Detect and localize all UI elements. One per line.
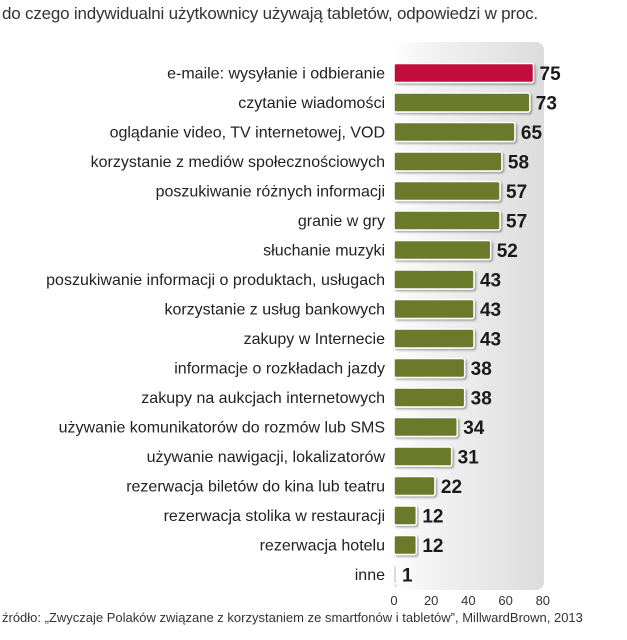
bar: [393, 446, 453, 467]
bar: [393, 121, 516, 143]
value-label: 65: [521, 123, 543, 144]
category-label: granie w gry: [298, 213, 385, 230]
value-label: 38: [471, 359, 492, 380]
value-label: 75: [540, 64, 562, 85]
category-label: słuchanie muzyki: [263, 243, 385, 260]
category-label: zakupy na aukcjach internetowych: [141, 390, 385, 407]
category-label: e-maile: wysyłanie i odbieranie: [167, 66, 385, 83]
value-label: 31: [458, 448, 480, 469]
category-label: poszukiwanie różnych informacji: [156, 184, 385, 201]
bar-highlight: [393, 62, 535, 84]
value-label: 43: [480, 330, 501, 351]
value-label: 38: [471, 389, 492, 410]
bar: [393, 475, 436, 497]
category-label: używanie komunikatorów do rozmów lub SMS: [59, 420, 385, 437]
bar: [393, 387, 466, 408]
value-label: 57: [506, 182, 527, 203]
chart-subtitle: do czego indywidualni użytkownicy używaj…: [2, 4, 538, 23]
x-tick-label: 0: [390, 593, 397, 608]
category-label: rezerwacja biletów do kina lub teatru: [126, 479, 385, 496]
x-tick-label: 40: [461, 593, 475, 608]
category-label: informacje o rozkładach jazdy: [174, 361, 385, 378]
bar: [393, 180, 501, 202]
category-label: czytanie wiadomości: [238, 95, 385, 112]
value-label: 57: [506, 212, 527, 233]
bar: [393, 210, 501, 231]
bar: [393, 416, 458, 438]
bar: [393, 239, 492, 261]
value-label: 58: [508, 153, 529, 174]
bar: [393, 269, 475, 290]
category-label: zakupy w Internecie: [244, 331, 386, 348]
value-label: 52: [497, 241, 518, 262]
category-label: używanie nawigacji, lokalizatorów: [147, 449, 386, 466]
source-note: źródło: „Zwyczaje Polaków związane z kor…: [2, 610, 583, 625]
category-label: rezerwacja stolika w restauracji: [164, 508, 385, 525]
value-label: 22: [441, 477, 462, 498]
x-axis-ticks: 0 20 40 60 80: [390, 593, 550, 608]
category-label: inne: [355, 567, 385, 584]
x-tick-label: 80: [536, 593, 550, 608]
value-label: 34: [463, 418, 485, 439]
bar: [393, 505, 418, 526]
bar: [393, 151, 503, 172]
bar: [393, 534, 418, 556]
value-label: 43: [480, 271, 501, 292]
category-label: poszukiwanie informacji o produktach, us…: [46, 272, 385, 289]
bar: [393, 564, 397, 585]
bar: [393, 92, 531, 113]
value-label: 73: [536, 94, 557, 115]
bar: [393, 328, 475, 349]
x-tick-label: 60: [498, 593, 512, 608]
category-label: oglądanie video, TV internetowej, VOD: [110, 125, 385, 142]
bars-layer: e-maile: wysyłanie i odbieranie 75 czytani…: [46, 62, 562, 587]
value-label: 1: [402, 566, 413, 587]
category-label: korzystanie z usług bankowych: [164, 302, 385, 319]
category-label: rezerwacja hotelu: [260, 538, 385, 555]
bar: [393, 357, 466, 379]
value-label: 12: [422, 536, 443, 557]
category-label: korzystanie z mediów społecznościowych: [91, 154, 385, 171]
x-tick-label: 20: [424, 593, 438, 608]
value-label: 43: [480, 300, 501, 321]
bar: [393, 298, 475, 320]
value-label: 12: [422, 507, 443, 528]
